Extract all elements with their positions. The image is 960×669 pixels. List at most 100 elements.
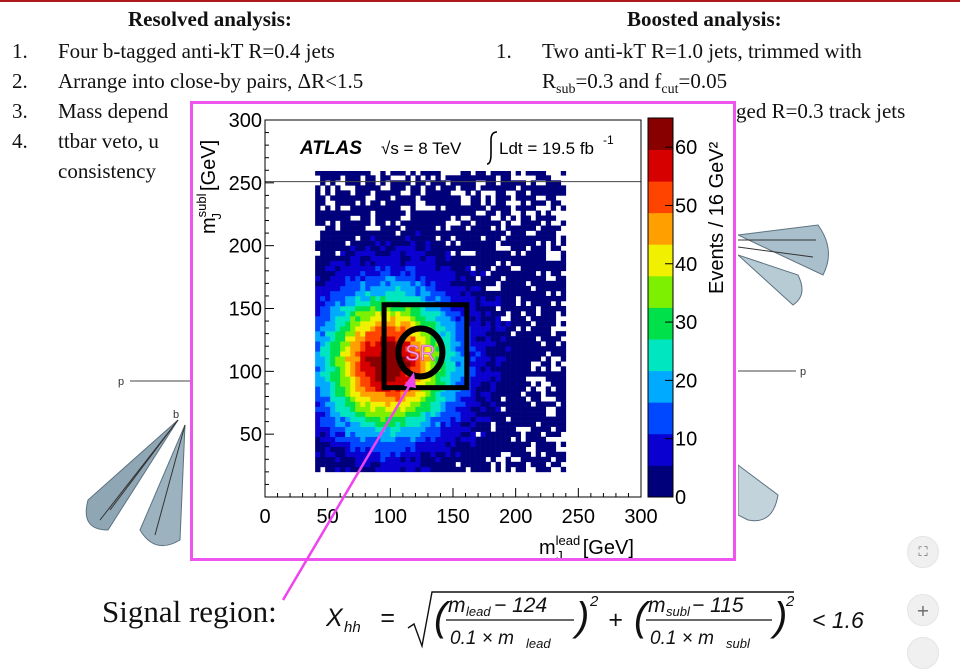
- heatmap-bin: [315, 316, 321, 322]
- colorbar-tick-label: 10: [675, 429, 697, 451]
- heatmap-bin: [475, 426, 481, 432]
- heatmap-bin: [520, 451, 526, 458]
- heatmap-bin: [315, 411, 321, 417]
- heatmap-bin: [560, 331, 567, 337]
- heatmap-bin: [360, 426, 366, 432]
- heatmap-bin: [385, 341, 391, 347]
- heatmap-bin: [520, 376, 526, 382]
- heatmap-bin: [480, 431, 486, 437]
- heatmap-bin: [495, 295, 501, 302]
- heatmap-bin: [325, 436, 331, 443]
- heatmap-bin: [340, 295, 346, 302]
- heatmap-bin: [450, 346, 456, 352]
- heatmap-bin: [335, 336, 341, 342]
- heatmap-bin: [505, 210, 511, 216]
- heatmap-bin: [440, 230, 446, 236]
- heatmap-bin: [330, 175, 336, 181]
- heatmap-bin: [490, 446, 496, 453]
- heatmap-bin: [555, 295, 562, 302]
- heatmap-bin: [390, 255, 396, 262]
- heatmap-bin: [480, 451, 486, 458]
- heatmap-bin: [410, 220, 416, 226]
- heatmap-bin: [520, 321, 526, 327]
- proton-label-left: p: [118, 376, 124, 388]
- heatmap-bin: [340, 190, 346, 196]
- heatmap-bin: [365, 235, 371, 241]
- heatmap-bin: [330, 230, 336, 236]
- heatmap-bin: [365, 285, 371, 292]
- heatmap-bin: [410, 466, 416, 473]
- heatmap-bin: [410, 215, 416, 221]
- heatmap-bin: [550, 285, 557, 292]
- heatmap-bin: [410, 461, 416, 468]
- heatmap-bin: [455, 331, 461, 337]
- heatmap-bin: [315, 321, 321, 327]
- heatmap-bin: [340, 376, 346, 382]
- heatmap-bin: [545, 175, 552, 181]
- heatmap-bin: [415, 351, 421, 357]
- heatmap-bin: [385, 230, 391, 236]
- heatmap-bin: [510, 255, 516, 262]
- heatmap-bin: [320, 170, 326, 176]
- heatmap-bin: [340, 341, 346, 347]
- formula-lhs: X: [326, 604, 344, 632]
- heatmap-bin: [485, 371, 491, 377]
- heatmap-bin: [365, 361, 371, 367]
- heatmap-bin: [395, 295, 401, 302]
- heatmap-bin: [470, 346, 476, 352]
- heatmap-bin: [530, 316, 537, 322]
- heatmap-bin: [345, 326, 351, 332]
- heatmap-bin: [510, 321, 516, 327]
- heatmap-bin: [385, 260, 391, 267]
- heatmap-bin: [415, 421, 421, 427]
- heatmap-bin: [550, 351, 557, 357]
- heatmap-bin: [345, 336, 351, 342]
- heatmap-bin: [380, 290, 386, 297]
- heatmap-bin: [425, 195, 431, 201]
- heatmap-bin: [390, 280, 396, 287]
- heatmap-bin: [365, 426, 371, 432]
- heatmap-bin: [315, 401, 321, 407]
- heatmap-bin: [330, 280, 336, 287]
- heatmap-bin: [325, 426, 331, 432]
- zoom-out-button[interactable]: [907, 637, 939, 669]
- heatmap-bin: [450, 321, 456, 327]
- heatmap-bin: [350, 311, 356, 317]
- heatmap-bin: [500, 210, 506, 216]
- zoom-in-button[interactable]: +: [907, 594, 939, 626]
- heatmap-bin: [560, 386, 567, 392]
- heatmap-bin: [315, 270, 321, 277]
- heatmap-bin: [425, 275, 431, 282]
- heatmap-bin: [340, 300, 346, 307]
- heatmap-bin: [500, 336, 506, 342]
- heatmap-bin: [515, 230, 521, 236]
- heatmap-bin: [400, 245, 406, 251]
- heatmap-bin: [455, 305, 461, 312]
- heatmap-bin: [440, 466, 446, 473]
- fit-screen-button[interactable]: ⛶: [907, 536, 939, 568]
- heatmap-bin: [390, 260, 396, 267]
- heatmap-bin: [390, 265, 396, 272]
- heatmap-bin: [315, 446, 321, 453]
- heatmap-bin: [510, 240, 516, 246]
- heatmap-bin: [335, 401, 341, 407]
- heatmap-bin: [375, 200, 381, 206]
- heatmap-bin: [385, 290, 391, 297]
- heatmap-bin: [315, 396, 321, 402]
- heatmap-bin: [340, 290, 346, 297]
- heatmap-bin: [410, 311, 416, 317]
- heatmap-bin: [460, 396, 466, 402]
- heatmap-bin: [320, 431, 326, 437]
- heatmap-bin: [375, 245, 381, 251]
- heatmap-bin: [345, 341, 351, 347]
- heatmap-bin: [425, 331, 431, 337]
- heatmap-bin: [435, 205, 441, 211]
- heatmap-bin: [400, 456, 406, 463]
- heatmap-bin: [345, 210, 351, 216]
- jet-cone: [139, 424, 186, 547]
- heatmap-bin: [425, 421, 431, 427]
- heatmap-bin: [425, 170, 431, 176]
- heatmap-bin: [315, 346, 321, 352]
- heatmap-bin: [390, 215, 396, 221]
- heatmap-bin: [315, 356, 321, 362]
